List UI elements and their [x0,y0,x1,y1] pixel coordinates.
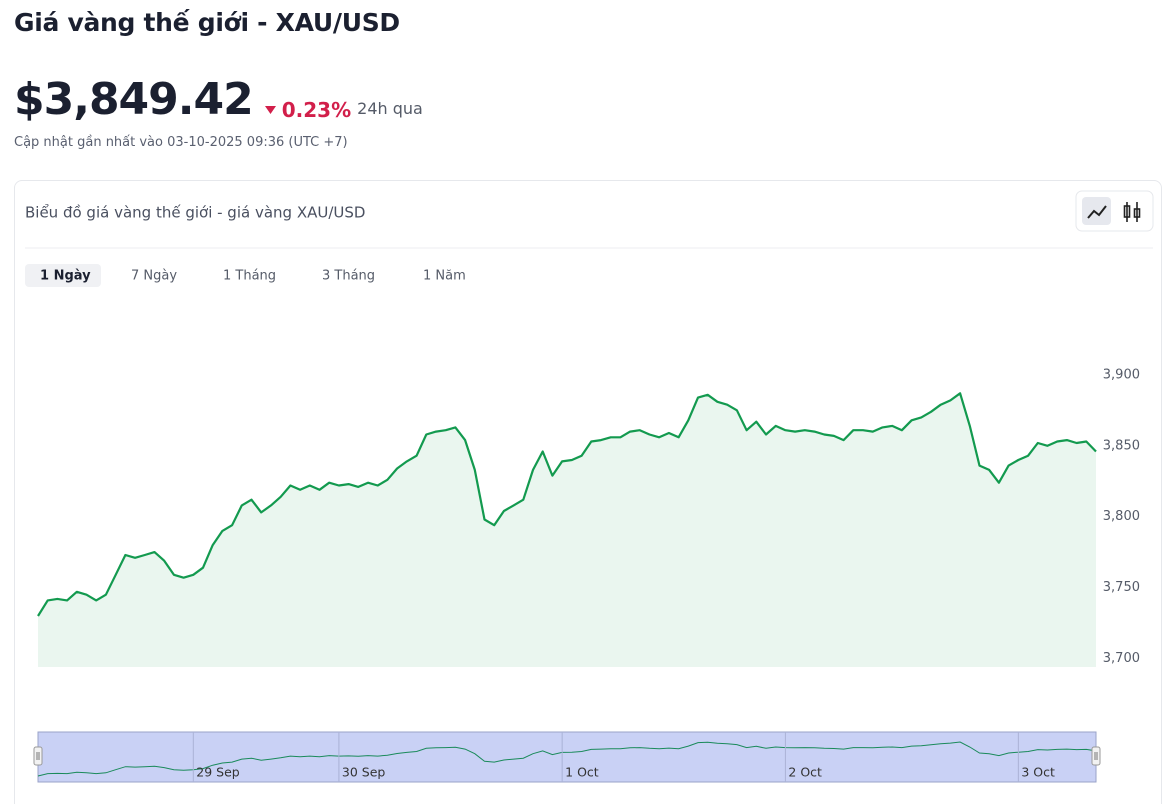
y-tick-label: 3,700 [1103,651,1140,666]
updated-time: Cập nhật gần nhất vào 03-10-2025 09:36 (… [14,135,348,150]
x-tick-label: 29 Sep [196,765,240,780]
card-title: Biểu đồ giá vàng thế giới - giá vàng XAU… [25,204,365,222]
down-arrow [264,106,276,114]
area [38,393,1096,667]
change: 0.23% [264,98,352,122]
page-title: Giá vàng thế giới - XAU/USD [14,8,400,37]
tab[interactable]: 7 Ngày [131,269,177,284]
candle-icon[interactable] [1123,202,1141,222]
x-tick-label: 1 Oct [565,765,599,780]
tab[interactable]: 1 Năm [423,269,466,284]
navigator-handle[interactable] [33,746,43,766]
x-tick-label: 3 Oct [1021,765,1055,780]
price-row: $3,849.42 0.23% 24h qua [14,74,423,125]
navigator-handle[interactable] [1091,746,1101,766]
chart-card [14,180,1162,804]
y-tick-label: 3,900 [1103,367,1140,382]
tab-active-bg [25,264,101,287]
tab[interactable]: 1 Tháng [223,269,276,284]
navigator-line [37,741,1097,777]
line [37,392,1097,617]
price: $3,849.42 [14,74,254,125]
x-tick-label: 30 Sep [342,765,386,780]
y-tick-label: 3,850 [1103,438,1140,453]
y-tick-label: 3,800 [1103,509,1140,524]
line-icon [1087,205,1107,219]
tab[interactable]: 1 Ngày [40,269,91,284]
x-tick-label: 2 Oct [788,765,822,780]
y-tick-label: 3,750 [1103,580,1140,595]
change-value: 0.23% [281,98,352,122]
tab[interactable]: 3 Tháng [322,269,375,284]
navigator-bg [37,731,1097,783]
line-chart-button[interactable] [1082,197,1111,225]
change-period: 24h qua [357,99,423,118]
